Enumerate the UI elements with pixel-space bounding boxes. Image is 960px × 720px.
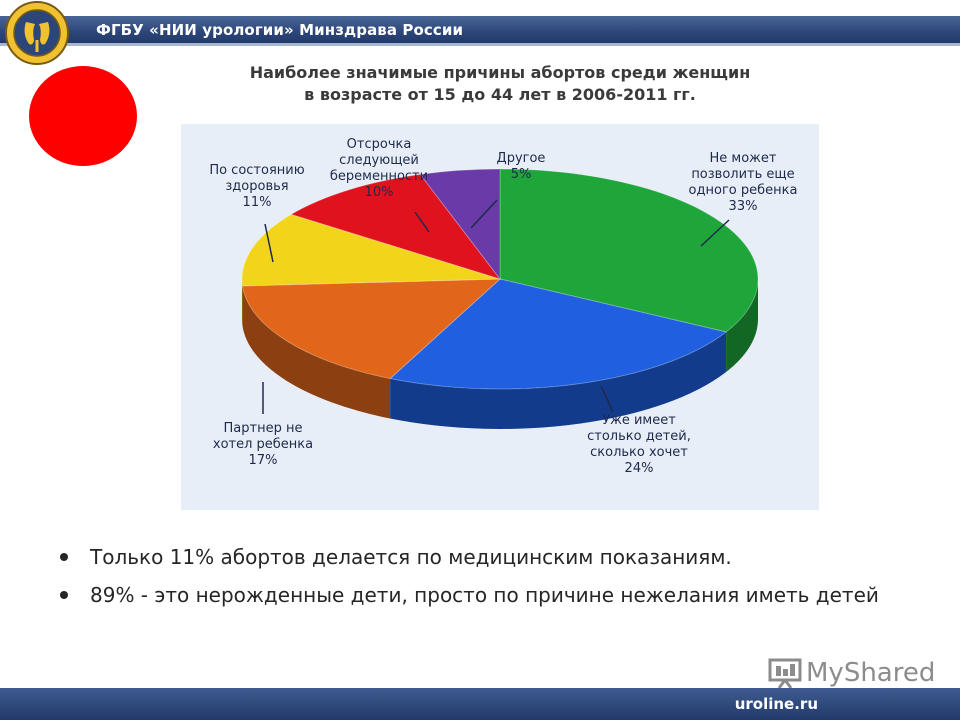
chart-title-line-2: в возрасте от 15 до 44 лет в 2006-2011 г… <box>304 85 696 104</box>
pie-slice <box>499 168 759 333</box>
chart-title: Наиболее значимые причины абортов среди … <box>200 62 800 106</box>
institute-logo <box>5 1 69 65</box>
pie-slice-label: По состоянию здоровья 11% <box>209 163 304 210</box>
footer-site-link[interactable]: uroline.ru <box>734 695 818 713</box>
pie-slice-label: Другое 5% <box>497 151 546 182</box>
red-marker-circle <box>29 66 137 166</box>
bullet-dot <box>60 591 68 599</box>
pie-side-wall <box>242 285 391 419</box>
footer-bar: uroline.ru <box>0 688 960 720</box>
pie-side-wall <box>242 279 243 326</box>
watermark-text: MyShared <box>806 658 936 688</box>
pie-leader-line <box>414 211 430 233</box>
pie-slice-label: Не может позволить еще одного ребенка 33% <box>689 151 798 214</box>
bullet-dot <box>60 553 68 561</box>
pie-chart-svg: Не может позволить еще одного ребенка 33% Уж… <box>209 137 798 476</box>
bullet-item: 89% - это нерожденные дети, просто по пр… <box>60 581 940 609</box>
pie-sides <box>242 279 758 429</box>
bullet-text: 89% - это нерожденные дети, просто по пр… <box>90 583 879 607</box>
pie-slice <box>389 278 728 390</box>
pie-side-wall <box>726 279 758 372</box>
bullet-list: Только 11% абортов делается по медицинск… <box>60 543 940 619</box>
watermark: MyShared <box>768 656 935 690</box>
pie-slice <box>419 168 501 281</box>
pie-leader-line <box>600 385 614 413</box>
pie-slice <box>241 213 501 287</box>
pie-slice <box>290 173 502 280</box>
pie-leader-line <box>700 219 730 247</box>
pie-slice-label: Партнер не хотел ребенка 17% <box>213 421 313 468</box>
pie-side-wall <box>390 331 727 429</box>
bullet-text: Только 11% абортов делается по медицинск… <box>90 545 732 569</box>
pie-chart: Не может позволить еще одного ребенка 33% Уж… <box>181 124 819 510</box>
presentation-icon <box>768 658 802 689</box>
pie-slice-label: Уже имеет столько детей, сколько хочет 24% <box>587 413 691 476</box>
pie-leader-line <box>470 199 498 229</box>
pie-slice <box>241 278 502 380</box>
pie-leader-line <box>264 223 274 263</box>
pie-slice-label: Отсрочка следующей беременности 10% <box>330 137 428 200</box>
header-bar: ФГБУ «НИИ урологии» Минздрава России <box>0 16 960 46</box>
bullet-item: Только 11% абортов делается по медицинск… <box>60 543 940 571</box>
chart-title-line-1: Наиболее значимые причины абортов среди … <box>249 63 751 82</box>
header-title: ФГБУ «НИИ урологии» Минздрава России <box>96 21 464 39</box>
